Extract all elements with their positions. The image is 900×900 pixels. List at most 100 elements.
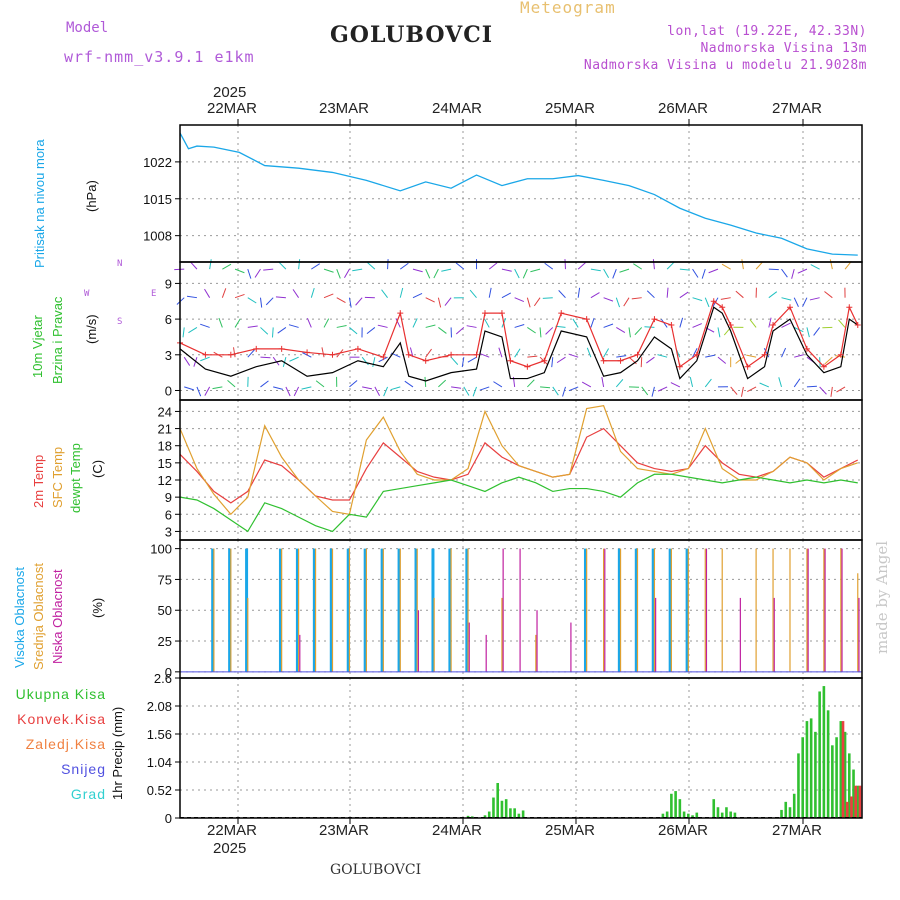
precip-total-bar <box>517 813 521 818</box>
cloud-mid-bar <box>450 548 452 672</box>
wind-barb <box>781 322 791 328</box>
cloud-mid-bar <box>416 548 418 672</box>
cloud-mid-bar <box>281 548 283 672</box>
cloud-high-bar <box>363 548 367 672</box>
wind-barb <box>590 317 595 328</box>
wind-barb <box>355 297 363 306</box>
precip-total-bar <box>496 783 500 818</box>
wind-gust-point <box>380 354 387 361</box>
cloud-mid-bar <box>314 548 317 672</box>
wind-barb <box>306 318 312 328</box>
precip-total-bar <box>831 745 834 818</box>
wind-barb <box>425 348 432 358</box>
wind-barb <box>781 268 788 278</box>
cloud-low-bar <box>468 622 470 672</box>
wind-barb <box>273 386 284 390</box>
cloud-mid-bar <box>772 548 774 672</box>
cloud-low-bar <box>299 634 301 672</box>
precip-total-bar <box>674 791 677 818</box>
precip-total-bar <box>682 811 686 818</box>
wind-barb <box>412 268 423 273</box>
wind-barb <box>651 386 655 397</box>
wind-barb <box>747 386 757 393</box>
cloud-high-bar <box>668 548 672 672</box>
cloud-ytick-label: 100 <box>150 542 172 557</box>
cloud-high-bar <box>380 548 384 672</box>
wind-gust-point <box>854 322 861 329</box>
wind-barb <box>247 325 258 328</box>
cloud-high-bar <box>685 548 689 672</box>
wind-barb <box>233 347 236 358</box>
cloud-mid-bar <box>298 548 300 672</box>
wind-barb <box>298 259 301 270</box>
wind-barb <box>634 327 643 336</box>
precip-conv-bar <box>850 796 853 818</box>
wind-barb <box>679 317 684 328</box>
wind-barb <box>813 327 821 336</box>
cloud-high-bar <box>397 548 401 672</box>
wind-barb <box>802 297 808 307</box>
cloud-mid-bar <box>789 548 791 672</box>
cloud-high-bar <box>245 548 249 672</box>
wind-barb <box>437 297 442 308</box>
cloud-high-bar <box>583 548 587 672</box>
wind-barb <box>189 261 198 270</box>
temp-ytick-label: 3 <box>165 524 172 539</box>
cloud-low-bar <box>858 597 860 672</box>
cloud-high-bar <box>651 548 655 672</box>
wind-barb <box>183 356 191 366</box>
precip-total-bar <box>691 815 694 818</box>
wind-barb <box>479 353 490 358</box>
bottom-date-22mar: 22MAR <box>207 822 258 839</box>
wind-barb <box>781 297 792 301</box>
wind-barb <box>526 379 535 388</box>
temp-frame <box>179 399 863 541</box>
wind-barb <box>838 319 846 328</box>
wind-barb <box>186 295 198 299</box>
wind-barb <box>265 297 274 306</box>
bottom-date-27mar: 27MAR <box>772 822 823 839</box>
precip-total-bar <box>500 800 504 818</box>
cloud-mid-bar <box>687 548 689 672</box>
wind-barb <box>835 355 846 358</box>
wind-barb <box>404 380 414 388</box>
wind-barb <box>657 354 668 358</box>
wind-barb <box>315 380 325 388</box>
wind-gust-point <box>354 345 361 352</box>
wind-barb <box>381 289 388 298</box>
wind-barb <box>577 262 586 270</box>
wind-barb <box>590 292 600 299</box>
wind-barb <box>501 292 512 299</box>
wind-barb <box>200 356 210 362</box>
wind-barb <box>352 268 363 272</box>
wind-barb <box>797 268 808 274</box>
wind-gust-point <box>473 351 480 358</box>
precip-ytick-label: 0 <box>165 811 172 826</box>
precip-total-bar <box>670 793 673 818</box>
wind-gust-point <box>329 351 336 358</box>
wind-barb <box>768 291 778 299</box>
precip-ytick-label: 0.52 <box>147 783 172 798</box>
wind-barb <box>188 327 198 334</box>
cloud-high-bar <box>414 548 418 672</box>
wind-barb <box>254 268 261 278</box>
wind-barb <box>545 327 554 335</box>
wind-barb <box>488 262 498 270</box>
wind-barb <box>272 356 280 366</box>
wind-barb <box>444 297 452 306</box>
model-label: Model <box>66 20 109 36</box>
temp-ytick-label: 21 <box>158 422 172 437</box>
cloud-mid-bar <box>348 548 351 672</box>
wind-barb <box>374 386 380 396</box>
wind-barb <box>741 259 744 270</box>
wind-barb <box>631 297 642 300</box>
precip-legend-item: Zaledj.Kisa <box>25 736 106 752</box>
wind-barb <box>586 347 592 358</box>
precip-conv-bar <box>854 785 858 818</box>
cloud-high-bar <box>211 548 215 672</box>
wind-barb <box>514 348 521 358</box>
wind-barb <box>204 288 211 298</box>
wind-barb <box>234 268 245 274</box>
bottom-date-23mar: 23MAR <box>319 822 370 839</box>
precip-total-bar <box>521 810 525 818</box>
